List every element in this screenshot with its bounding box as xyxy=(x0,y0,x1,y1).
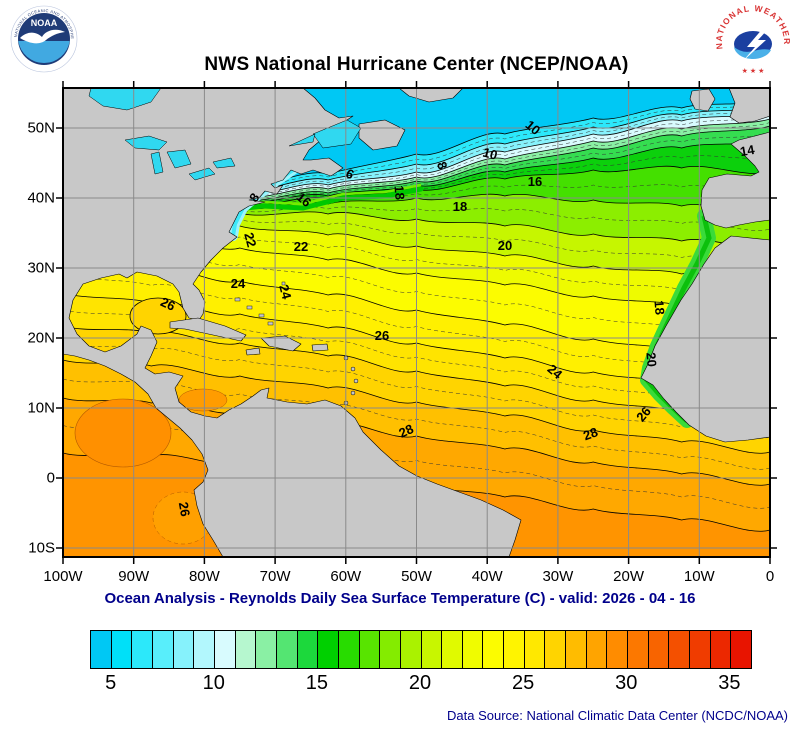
contour-label: 20 xyxy=(498,238,512,253)
contour-label: 24 xyxy=(276,283,294,302)
colorbar-segment xyxy=(690,631,711,668)
lat-tick-label: 30N xyxy=(27,259,55,277)
noaa-acronym-text: NOAA xyxy=(31,18,58,28)
subtitle: Ocean Analysis - Reynolds Daily Sea Surf… xyxy=(104,590,696,607)
colorbar-segment xyxy=(338,631,360,668)
lon-tick-label: 20W xyxy=(613,568,645,585)
colorbar-segment xyxy=(318,631,339,668)
colorbar-segment xyxy=(111,631,133,668)
colorbar-segment xyxy=(648,631,670,668)
noaa-logo: NATIONAL OCEANIC AND ATMOSPHERIC ADMINIS… xyxy=(10,5,78,73)
nws-lightning-icon xyxy=(743,27,770,61)
colorbar-segment xyxy=(628,631,649,668)
lon-tick-label: 100W xyxy=(43,568,83,585)
colorbar-segment xyxy=(132,631,153,668)
lat-tick-label: 10S xyxy=(28,539,55,557)
contour-label: 22 xyxy=(294,239,308,254)
colorbar-segment xyxy=(710,631,732,668)
nws-stars: ★ ★ ★ xyxy=(742,67,765,75)
colorbar-tick-label: 35 xyxy=(718,672,741,694)
contour-label: 10 xyxy=(481,145,499,163)
contour-label: 26 xyxy=(176,501,193,518)
lon-tick-label: 10W xyxy=(683,568,715,585)
colorbar-segment xyxy=(173,631,195,668)
lon-tick-label: 40W xyxy=(471,568,503,585)
colorbar-segment xyxy=(586,631,608,668)
contour-label: 22 xyxy=(241,231,259,249)
data-source-credit: Data Source: National Climatic Data Cent… xyxy=(447,708,788,723)
colorbar-segment xyxy=(297,631,319,668)
colorbar-segment xyxy=(152,631,174,668)
colorbar-segment xyxy=(400,631,422,668)
contour-label: 20 xyxy=(643,352,659,368)
colorbar-segment xyxy=(483,631,505,668)
colorbar-segment xyxy=(421,631,443,668)
colorbar-segment xyxy=(442,631,463,668)
nws-logo: NATIONAL WEATHER SERVICE ★ ★ ★ xyxy=(714,2,791,79)
lat-tick-label: 0 xyxy=(46,469,55,487)
lat-tick-label: 10N xyxy=(27,399,55,417)
lat-tick-label: 20N xyxy=(27,329,55,347)
lon-tick-label: 60W xyxy=(330,568,362,585)
colorbar-segment xyxy=(256,631,277,668)
contour-label: 14 xyxy=(739,142,757,159)
colorbar-segment xyxy=(380,631,401,668)
colorbar-segment xyxy=(669,631,691,668)
contour-label: 28 xyxy=(396,421,415,441)
colorbar xyxy=(90,630,752,669)
noaa-seagull-icon xyxy=(20,29,65,44)
colorbar-tick-label: 20 xyxy=(408,672,432,694)
colorbar-tick-label: 15 xyxy=(305,672,328,694)
sst-map: 8 16 6 18 8 10 10 16 18 14 20 18 22 22 24 24 26 26 24 20 26 2… xyxy=(56,81,777,564)
colorbar-segment xyxy=(276,631,298,668)
contour-label: 18 xyxy=(391,185,407,201)
colorbar-segment xyxy=(524,631,546,668)
colorbar-segment xyxy=(607,631,629,668)
lon-tick-label: 70W xyxy=(259,568,291,585)
colorbar-segment xyxy=(91,631,112,668)
contour-label: 16 xyxy=(528,174,542,189)
colorbar-segment xyxy=(462,631,484,668)
colorbar-segment xyxy=(359,631,381,668)
colorbar-labels: 5 10 15 20 25 30 35 xyxy=(90,672,750,698)
colorbar-tick-label: 5 xyxy=(105,672,117,694)
colorbar-segment xyxy=(566,631,587,668)
colorbar-tick-label: 30 xyxy=(615,672,638,694)
colorbar-segment xyxy=(214,631,236,668)
colorbar-segment xyxy=(731,631,751,668)
lat-tick-label: 40N xyxy=(27,189,55,207)
lon-tick-label: 90W xyxy=(118,568,150,585)
contour-label: 24 xyxy=(231,276,246,291)
contour-label: 18 xyxy=(651,300,667,316)
colorbar-segment xyxy=(545,631,567,668)
lon-tick-label: 80W xyxy=(188,568,220,585)
contour-label: 8 xyxy=(434,159,451,171)
colorbar-tick-label: 25 xyxy=(512,672,535,694)
page-title: NWS National Hurricane Center (NCEP/NOAA… xyxy=(204,54,629,75)
contour-label: 18 xyxy=(453,199,467,214)
lon-tick-label: 30W xyxy=(542,568,574,585)
lon-tick-label: 0 xyxy=(765,568,775,585)
contour-label: 28 xyxy=(581,424,600,443)
contour-label: 26 xyxy=(158,294,177,314)
colorbar-tick-label: 10 xyxy=(202,672,225,694)
lat-tick-label: 50N xyxy=(27,119,55,137)
colorbar-segment xyxy=(194,631,215,668)
contour-label: 26 xyxy=(375,328,389,343)
colorbar-segment xyxy=(235,631,257,668)
lon-tick-label: 50W xyxy=(401,568,432,585)
colorbar-segment xyxy=(504,631,525,668)
